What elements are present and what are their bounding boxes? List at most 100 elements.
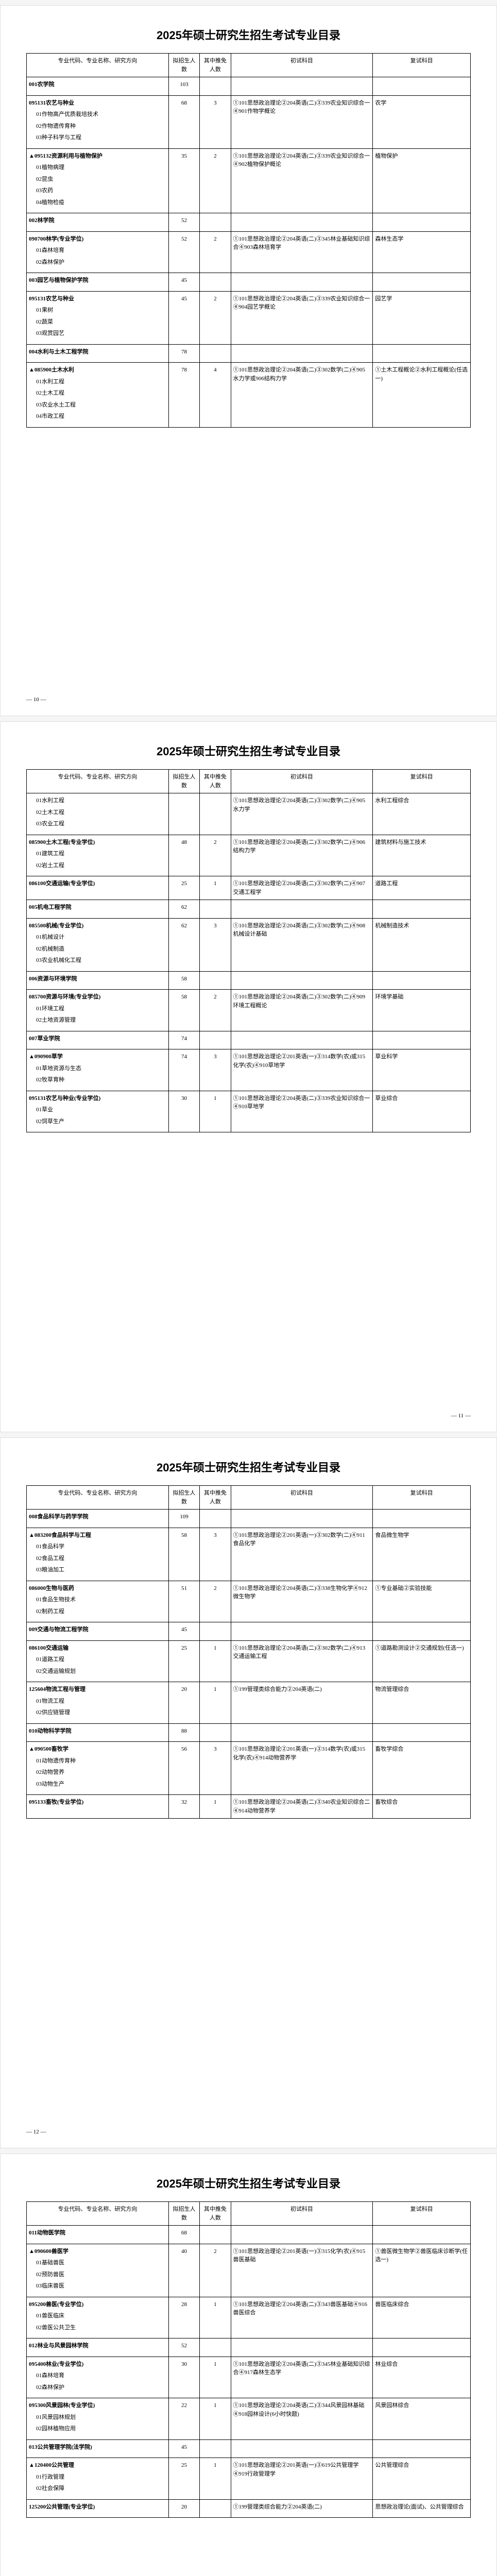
- direction-item: 02机械制造: [29, 945, 166, 954]
- exam1: [231, 1723, 373, 1742]
- table-row: ▲085900土木水利01水利工程02土木工程03农业水土工程04市政工程784…: [27, 363, 471, 428]
- exam1: ①199管理类综合能力②204英语(二): [231, 2499, 373, 2518]
- table-row: 007草业学院74: [27, 1031, 471, 1049]
- table-row: 01水利工程02土木工程03农业工程①101思想政治理论②204英语(二)③30…: [27, 793, 471, 835]
- college-name: 004水利与土木工程学院: [29, 348, 166, 357]
- direction-item: 02作物遗传育种: [29, 122, 166, 131]
- exam1: [231, 273, 373, 292]
- th-exam2: 复试科目: [373, 54, 471, 77]
- direction-item: 01兽医临床: [29, 2312, 166, 2320]
- direction-item: 02土木工程: [29, 808, 166, 817]
- direction-item: 01物流工程: [29, 1697, 166, 1706]
- table-row: 095133畜牧(专业学位)321①101思想政治理论②204英语(二)③340…: [27, 1795, 471, 1819]
- page-1: 2025年硕士研究生招生考试专业目录 专业代码、专业名称、研究方向 拟招生人数 …: [0, 5, 497, 716]
- table-row: 006资源与环境学院58: [27, 971, 471, 990]
- direction-item: 03农业机械化工程: [29, 956, 166, 965]
- major-name: ▲083200食品科学与工程: [29, 1531, 166, 1540]
- plan-count: 40: [168, 2244, 199, 2297]
- rec-count: 3: [200, 1742, 231, 1795]
- table-row: 003园艺与植物保护学院45: [27, 273, 471, 292]
- exam1: ①199管理类综合能力②204英语(二): [231, 1682, 373, 1724]
- exam2: 园艺学: [373, 291, 471, 344]
- plan-count: 62: [168, 900, 199, 919]
- plan-count: 45: [168, 1622, 199, 1641]
- rec-count: 1: [200, 2297, 231, 2338]
- direction-item: 02交通运输规划: [29, 1667, 166, 1676]
- exam2: 林业综合: [373, 2357, 471, 2398]
- plan-count: 58: [168, 1528, 199, 1581]
- exam1: ①101思想政治理论②204英语(二)③302数学(二)④908机械设计基础: [231, 918, 373, 971]
- rec-count: 4: [200, 363, 231, 428]
- rec-count: 2: [200, 2244, 231, 2297]
- rec-count: 1: [200, 876, 231, 900]
- major-name: ▲090500畜牧学: [29, 1745, 166, 1754]
- table-row: 095300风景园林(专业学位)01风景园林规划02园林植物应用221①101思…: [27, 2398, 471, 2440]
- exam1: [231, 2226, 373, 2244]
- major-name: 086100交通运输: [29, 1644, 166, 1653]
- plan-count: 32: [168, 1795, 199, 1819]
- plan-count: 52: [168, 2338, 199, 2357]
- plan-count: 45: [168, 2439, 199, 2458]
- table-row: 125604物流工程与管理01物流工程02供应链管理201①199管理类综合能力…: [27, 1682, 471, 1724]
- exam2: 畜牧综合: [373, 1795, 471, 1819]
- exam2: [373, 213, 471, 232]
- plan-count: 25: [168, 876, 199, 900]
- exam2: 草业综合: [373, 1091, 471, 1132]
- college-name: 008食品科学与药学学院: [29, 1513, 166, 1521]
- major-name: 095131农艺与种业: [29, 99, 166, 108]
- direction-item: 03农业工程: [29, 820, 166, 828]
- college-name: 013公共管理学院(法学院): [29, 2443, 166, 2452]
- exam1: [231, 344, 373, 363]
- direction-item: 02供应链管理: [29, 1708, 166, 1717]
- exam2: [373, 2338, 471, 2357]
- plan-count: 58: [168, 971, 199, 990]
- plan-count: 30: [168, 2357, 199, 2398]
- table-row: 086100交通运输(专业学位)251①101思想政治理论②204英语(二)③3…: [27, 876, 471, 900]
- major-name: ▲090900草学: [29, 1053, 166, 1061]
- plan-count: 51: [168, 1581, 199, 1622]
- exam1: ①101思想政治理论②204英语(二)③339农业知识综合一④902植物保护概论: [231, 148, 373, 213]
- catalog-table: 专业代码、专业名称、研究方向 拟招生人数 其中推免人数 初试科目 复试科目 00…: [26, 53, 471, 428]
- exam2: [373, 2226, 471, 2244]
- exam2: 思想政治理论(面试)、公共管理综合: [373, 2499, 471, 2518]
- plan-count: 56: [168, 1742, 199, 1795]
- direction-item: 01道路工程: [29, 1655, 166, 1664]
- exam2: 森林生态学: [373, 231, 471, 273]
- major-name: 125604物流工程与管理: [29, 1685, 166, 1694]
- major-name: ▲120400公共管理: [29, 2461, 166, 2470]
- exam1: ①101思想政治理论②201英语(一)③619公共管理学④919行政管理学: [231, 2458, 373, 2500]
- plan-count: 35: [168, 148, 199, 213]
- direction-item: 01植物病理: [29, 163, 166, 172]
- direction-item: 02兽医公共卫生: [29, 2324, 166, 2332]
- rec-count: 2: [200, 990, 231, 1031]
- exam1: [231, 2338, 373, 2357]
- rec-count: [200, 273, 231, 292]
- table-row: 090700林学(专业学位)01森林培育02森林保护522①101思想政治理论②…: [27, 231, 471, 273]
- major-name: 125200公共管理(专业学位): [29, 2503, 166, 2512]
- exam2: 农学: [373, 95, 471, 148]
- table-row: 095200兽医(专业学位)01兽医临床02兽医公共卫生281①101思想政治理…: [27, 2297, 471, 2338]
- rec-count: 1: [200, 2398, 231, 2440]
- table-row: 013公共管理学院(法学院)45: [27, 2439, 471, 2458]
- direction-item: 01动物遗传育种: [29, 1757, 166, 1766]
- catalog-table: 专业代码、专业名称、研究方向 拟招生人数 其中推免人数 初试科目 复试科目 01…: [26, 2201, 471, 2518]
- rec-count: 1: [200, 2458, 231, 2500]
- exam1: [231, 1031, 373, 1049]
- th-major: 专业代码、专业名称、研究方向: [27, 54, 169, 77]
- plan-count: 74: [168, 1049, 199, 1091]
- exam2: [373, 900, 471, 919]
- plan-count: 68: [168, 2226, 199, 2244]
- exam1: [231, 77, 373, 96]
- table-row: 085500机械(专业学位)01机械设计02机械制造03农业机械化工程623①1…: [27, 918, 471, 971]
- plan-count: 25: [168, 2458, 199, 2500]
- exam2: ①土木工程概论②水利工程概论(任选一): [373, 363, 471, 428]
- college-name: 010动物科学学院: [29, 1727, 166, 1736]
- plan-count: 22: [168, 2398, 199, 2440]
- exam2: [373, 1622, 471, 1641]
- plan-count: 45: [168, 273, 199, 292]
- rec-count: 2: [200, 1581, 231, 1622]
- th-exam1: 初试科目: [231, 54, 373, 77]
- exam2: [373, 971, 471, 990]
- exam1: ①101思想政治理论②204英语(二)③339农业知识综合一④910草地学: [231, 1091, 373, 1132]
- rec-count: [200, 900, 231, 919]
